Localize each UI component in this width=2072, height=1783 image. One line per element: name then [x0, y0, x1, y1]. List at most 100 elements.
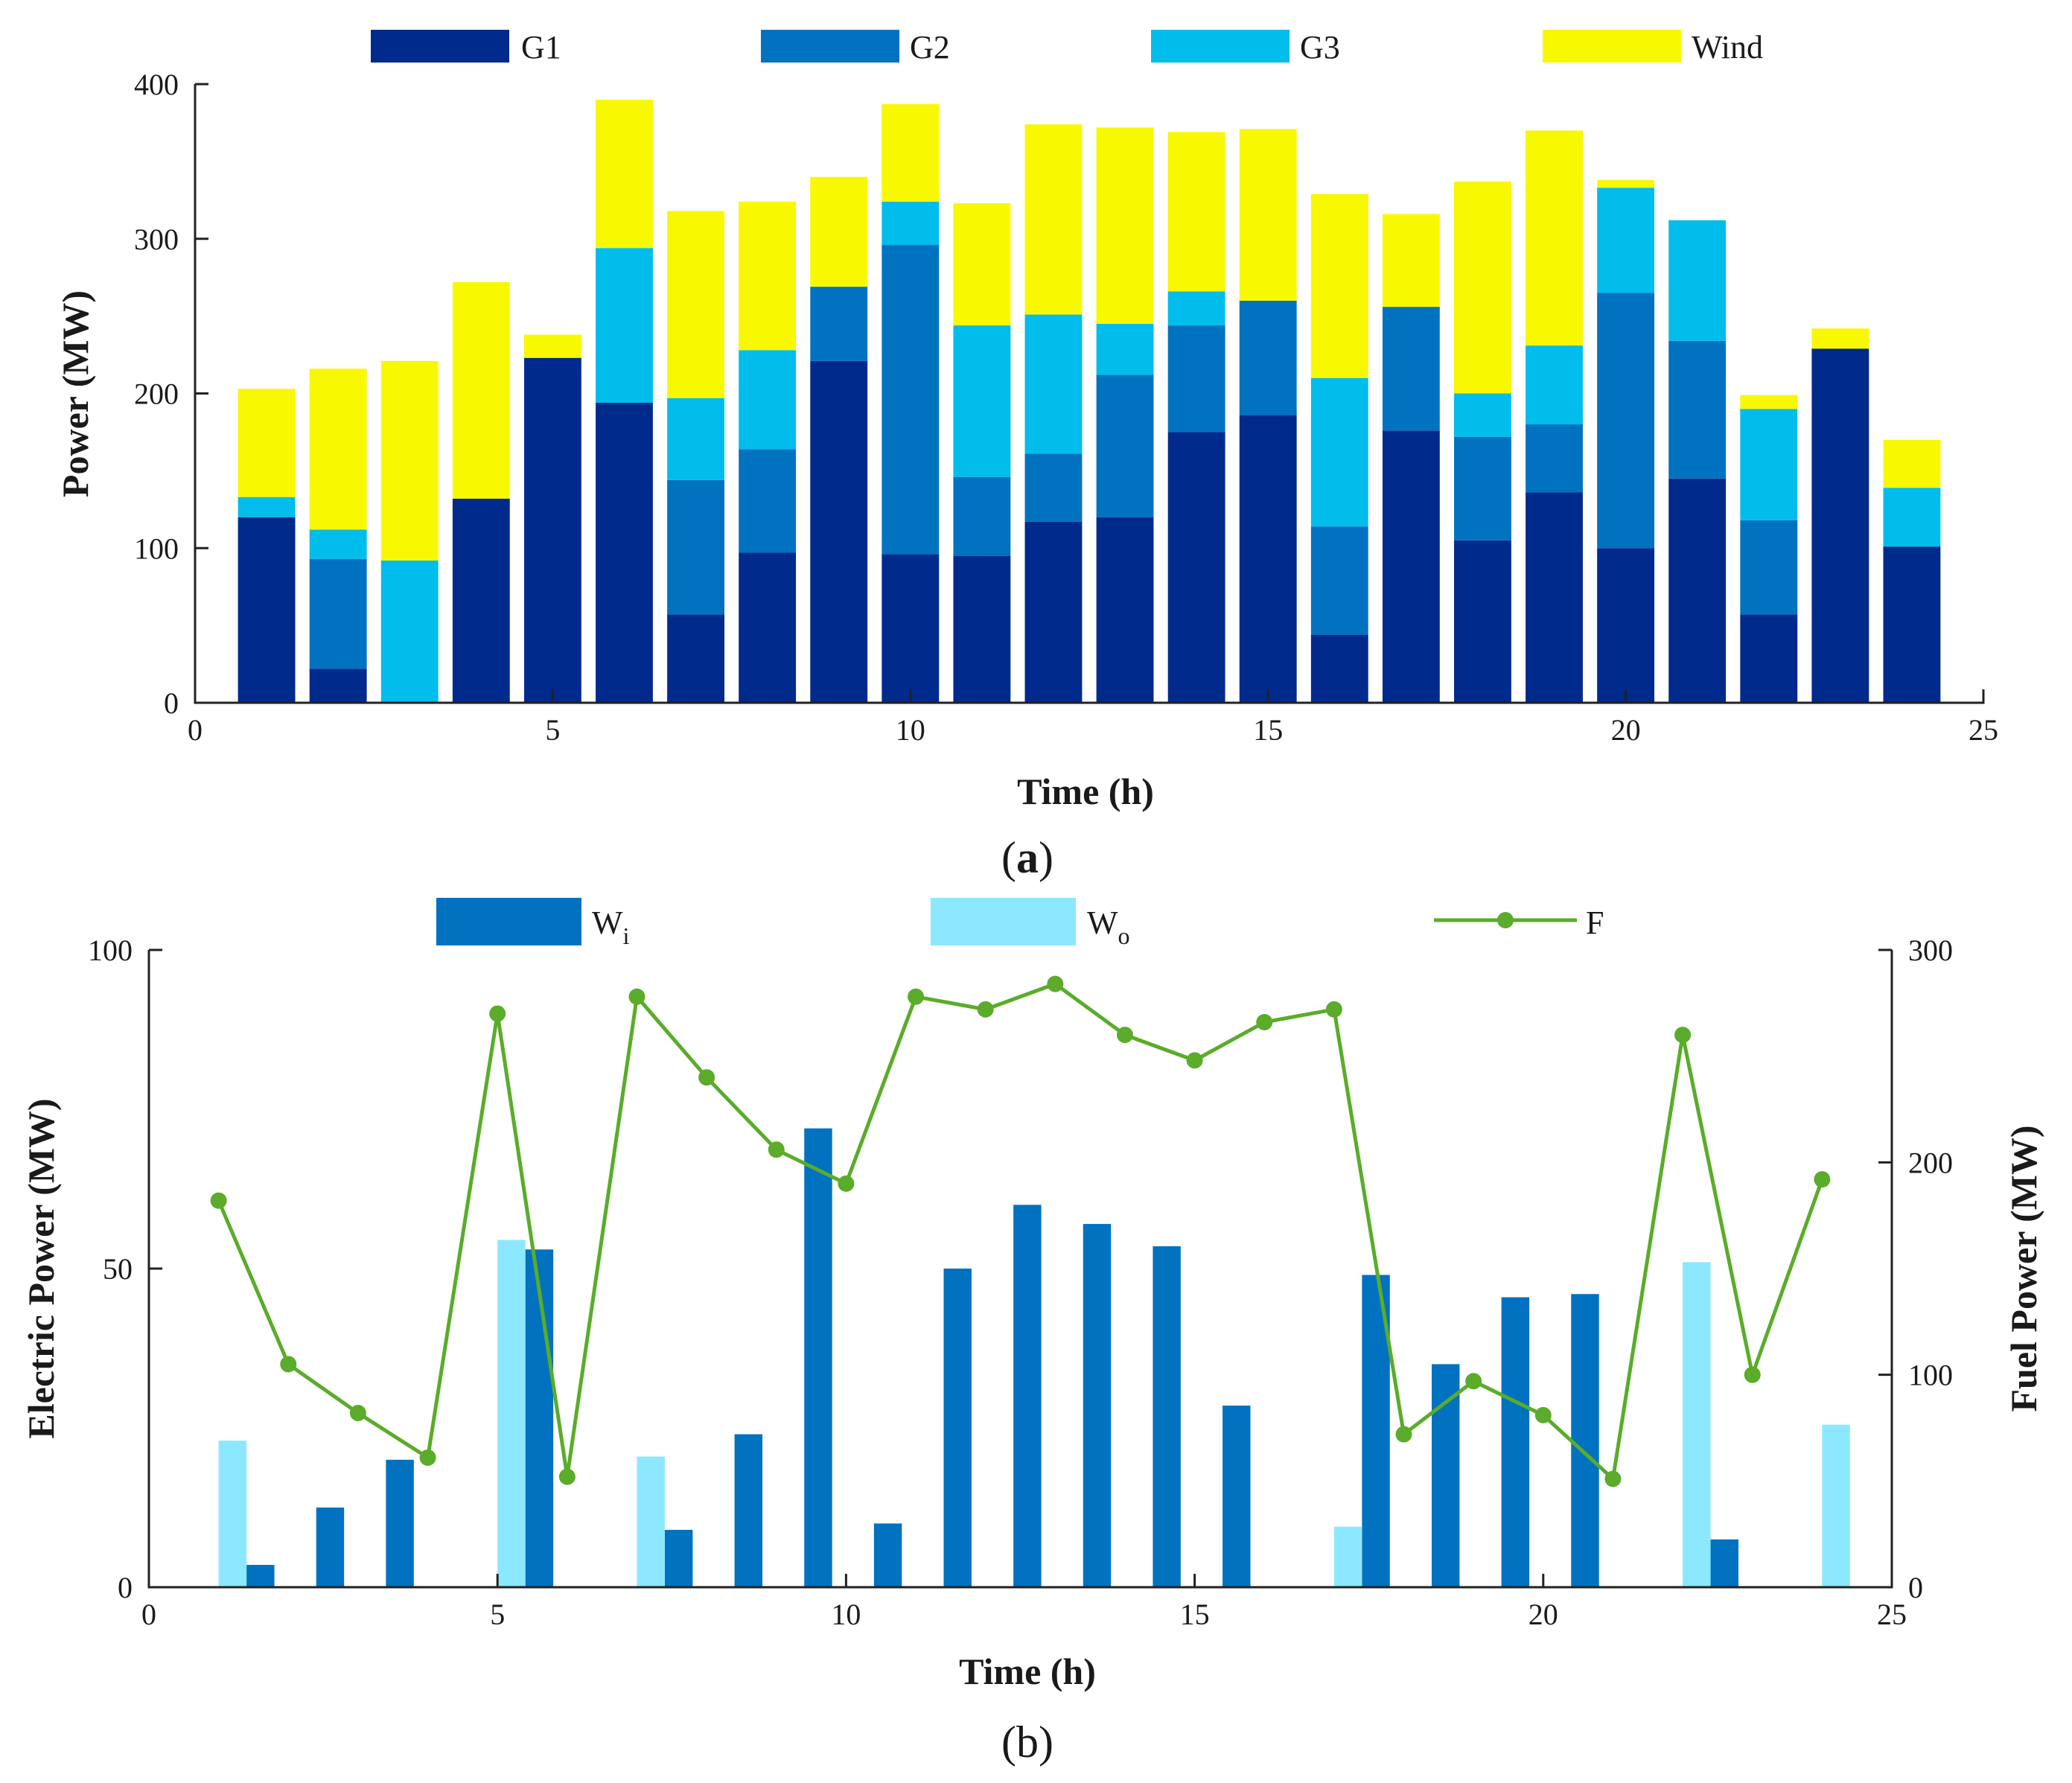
bar-g2-h7 — [667, 479, 724, 615]
bar-g2-h12 — [1024, 453, 1083, 522]
legend-a: G1 G2 G3 Wind — [371, 29, 1763, 66]
line-b — [210, 975, 1831, 1487]
bar-g3-h16 — [1310, 377, 1368, 527]
bar-wo-h5 — [497, 1240, 526, 1587]
bar-g3-h14 — [1167, 291, 1225, 326]
bar-g1-h7 — [667, 614, 724, 703]
bar-wind-h12 — [1024, 124, 1083, 315]
bar-wi-h10 — [804, 1128, 832, 1587]
bar-wind-h16 — [1310, 194, 1368, 378]
bar-g2-h14 — [1167, 325, 1225, 433]
bar-g3-h24 — [1883, 488, 1941, 547]
bar-wind-h7 — [667, 211, 724, 398]
bar-g1-h17 — [1382, 430, 1440, 703]
point-f-h2 — [280, 1356, 297, 1373]
point-f-h17 — [1325, 1001, 1342, 1018]
y-tick-label-a: 0 — [164, 686, 179, 720]
bar-wind-h8 — [739, 201, 797, 351]
x-tick-label-b: 25 — [1877, 1598, 1907, 1631]
bar-g1-h15 — [1239, 415, 1297, 703]
legend-label-wi: Wi — [592, 905, 630, 949]
bar-wind-h1 — [238, 389, 296, 497]
bar-g1-h16 — [1310, 634, 1368, 703]
y-tick-label-right-b: 300 — [1908, 934, 1953, 967]
bar-wind-h11 — [953, 202, 1011, 326]
legend-label-wo-sub: o — [1118, 922, 1130, 949]
bar-g2-h20 — [1597, 293, 1655, 549]
y-axis-label-a: Power (MW) — [54, 290, 96, 497]
x-tick-label-b: 20 — [1529, 1598, 1558, 1631]
bar-g3-h12 — [1024, 314, 1083, 454]
point-f-h4 — [419, 1449, 436, 1466]
point-f-h15 — [1186, 1052, 1203, 1069]
bar-wind-h20 — [1597, 179, 1655, 188]
point-f-h3 — [349, 1405, 366, 1422]
bar-g1-h12 — [1024, 521, 1083, 703]
bar-wind-h24 — [1883, 439, 1941, 488]
bar-wind-h22 — [1740, 395, 1798, 409]
legend-swatch-wind — [1543, 30, 1681, 63]
y-tick-label-a: 300 — [134, 223, 179, 256]
x-axis-label-a: Time (h) — [1017, 771, 1154, 812]
bar-wind-h3 — [380, 360, 439, 561]
legend-swatch-g2 — [761, 30, 899, 63]
bar-g3-h18 — [1454, 393, 1511, 437]
legend-b: Wi Wo F — [436, 898, 1604, 949]
bar-wind-h17 — [1382, 214, 1440, 307]
bar-g2-h16 — [1310, 526, 1368, 635]
bar-wi-h12 — [943, 1269, 972, 1587]
bar-g1-h21 — [1668, 478, 1727, 703]
bar-wi-h20 — [1501, 1297, 1530, 1587]
point-f-h16 — [1256, 1014, 1273, 1031]
point-f-h1 — [210, 1192, 227, 1209]
x-tick-label-a: 10 — [896, 713, 925, 747]
bar-g2-h21 — [1668, 340, 1727, 479]
point-f-h19 — [1465, 1373, 1482, 1390]
line-f — [217, 982, 1824, 1481]
bar-g2-h8 — [739, 449, 797, 553]
point-f-h20 — [1534, 1406, 1552, 1423]
point-f-h5 — [489, 1005, 506, 1022]
bar-g2-h11 — [953, 476, 1011, 556]
caption-a-letter: a — [1016, 833, 1039, 882]
point-f-h8 — [698, 1069, 715, 1086]
bar-g3-h21 — [1668, 220, 1727, 341]
bar-g1-h1 — [238, 517, 296, 703]
bar-g1-h9 — [810, 360, 868, 703]
bar-g1-h23 — [1811, 348, 1869, 703]
y-tick-label-right-b: 200 — [1908, 1146, 1953, 1179]
y-tick-label-left-b: 0 — [118, 1571, 133, 1604]
y-tick-label-right-b: 100 — [1908, 1359, 1953, 1392]
bar-g3-h10 — [882, 201, 940, 246]
legend-label-wo: Wo — [1087, 905, 1130, 949]
bar-g1-h2 — [309, 669, 367, 703]
bar-wo-h7 — [637, 1456, 665, 1587]
point-f-h21 — [1604, 1470, 1622, 1487]
bar-wi-h4 — [386, 1459, 414, 1587]
x-tick-label-a: 15 — [1253, 713, 1283, 747]
point-f-h13 — [1047, 975, 1064, 992]
legend-label-wind: Wind — [1692, 29, 1763, 66]
point-f-h12 — [977, 1001, 994, 1018]
legend-swatch-wo — [931, 898, 1076, 945]
bar-wi-h3 — [316, 1508, 345, 1587]
y-tick-label-left-b: 50 — [103, 1252, 133, 1286]
bar-g1-h24 — [1883, 546, 1941, 703]
y-axis-label-left-b: Electric Power (MW) — [20, 1098, 62, 1438]
x-tick-label-b: 15 — [1180, 1598, 1210, 1631]
bar-g1-h22 — [1740, 614, 1798, 703]
legend-label-g3: G3 — [1300, 29, 1340, 66]
legend-label-wi-main: W — [592, 905, 623, 941]
x-tick-label-b: 10 — [831, 1598, 861, 1631]
bar-g2-h9 — [810, 287, 868, 361]
bar-g1-h19 — [1526, 492, 1583, 703]
y-tick-label-right-b: 0 — [1908, 1571, 1923, 1604]
bars-b — [218, 1128, 1850, 1587]
x-tick-label-a: 5 — [545, 713, 560, 747]
y-tick-label-left-b: 100 — [88, 934, 133, 967]
bar-wi-h8 — [664, 1529, 693, 1587]
legend-swatch-g3 — [1151, 30, 1290, 63]
bar-wi-h13 — [1013, 1205, 1042, 1587]
bar-g3-h19 — [1526, 345, 1583, 425]
